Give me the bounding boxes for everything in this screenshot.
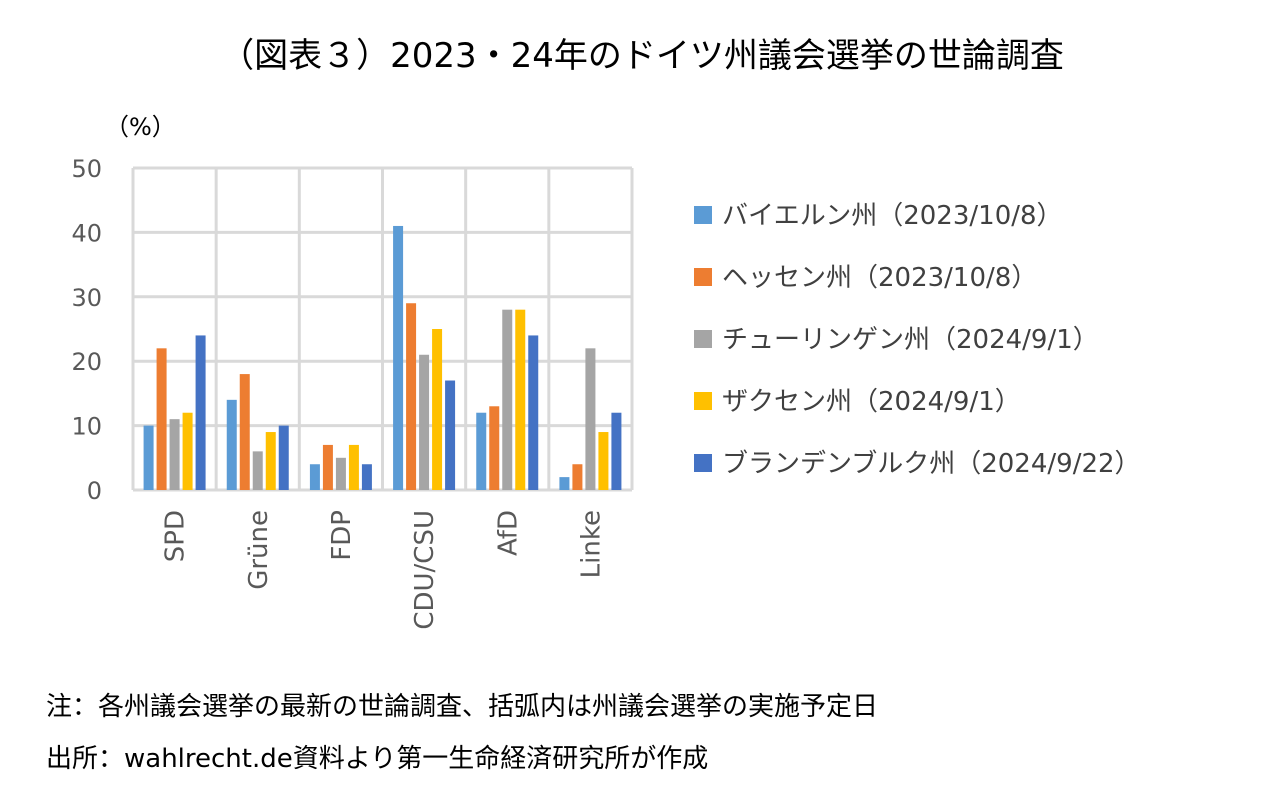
y-tick-label: 20: [71, 348, 102, 376]
bar-cdu-csu-series-5: [445, 380, 456, 490]
y-tick-label: 50: [71, 155, 102, 183]
bar-cdu-csu-series-1: [393, 225, 404, 490]
bar-linke-series-1: [559, 477, 570, 490]
legend: バイエルン州（2023/10/8） ヘッセン州（2023/10/8） チューリンゲン…: [694, 201, 1141, 479]
y-tick-label: 10: [71, 413, 102, 441]
bar-fdp-series-2: [322, 444, 333, 490]
bar-afd-series-3: [502, 309, 513, 490]
x-category-label: SPD: [161, 510, 191, 562]
bar-linke-series-3: [585, 348, 596, 490]
y-tick-label: 30: [71, 284, 102, 312]
bar-spd-series-4: [182, 412, 193, 490]
y-tick-label: 40: [71, 219, 102, 247]
y-tick-label: 0: [87, 477, 102, 505]
gridlines: [131, 166, 634, 492]
bar-fdp-series-4: [348, 444, 359, 490]
x-category-label: FDP: [327, 510, 357, 561]
bar-fdp-series-1: [309, 464, 320, 490]
bar-gr-ne-series-1: [226, 399, 237, 490]
legend-label: ヘッセン州（2023/10/8）: [722, 263, 1037, 293]
y-axis-unit: （%）: [105, 113, 176, 141]
x-axis-labels: SPD Grüne FDP CDU/CSU AfD Linke: [161, 510, 607, 630]
legend-swatch: [694, 268, 712, 286]
legend-label: チューリンゲン州（2024/9/1）: [722, 325, 1099, 355]
legend-swatch: [694, 392, 712, 410]
legend-label: ザクセン州（2024/9/1）: [722, 387, 1021, 417]
y-axis-ticks: 0 10 20 30 40 50: [71, 155, 102, 505]
bar-spd-series-3: [169, 419, 180, 490]
bar-afd-series-1: [476, 412, 487, 490]
bars: [143, 225, 622, 490]
legend-swatch: [694, 454, 712, 472]
bar-linke-series-5: [611, 412, 622, 490]
bar-afd-series-4: [515, 309, 526, 490]
bar-gr-ne-series-2: [239, 374, 250, 490]
x-category-label: CDU/CSU: [410, 510, 440, 630]
bar-spd-series-5: [195, 335, 206, 490]
bar-cdu-csu-series-2: [406, 303, 417, 490]
x-category-label: Linke: [576, 510, 606, 578]
x-category-label: Grüne: [244, 510, 274, 590]
bar-gr-ne-series-5: [278, 425, 289, 490]
source-text: 出所：wahlrecht.de資料より第一生命経済研究所が作成: [46, 744, 709, 774]
chart-title: （図表３）2023・24年のドイツ州議会選挙の世論調査: [220, 36, 1064, 76]
bar-cdu-csu-series-3: [419, 354, 430, 490]
legend-swatch: [694, 330, 712, 348]
bar-fdp-series-3: [335, 457, 346, 490]
bar-spd-series-2: [156, 348, 167, 490]
bar-linke-series-2: [572, 464, 583, 490]
legend-swatch: [694, 206, 712, 224]
note-text: 注：各州議会選挙の最新の世論調査、括弧内は州議会選挙の実施予定日: [46, 692, 879, 722]
legend-label: ブランデンブルク州（2024/9/22）: [722, 449, 1141, 479]
x-category-label: AfD: [493, 510, 523, 556]
bar-afd-series-5: [528, 335, 539, 490]
bar-spd-series-1: [143, 425, 154, 490]
bar-cdu-csu-series-4: [432, 329, 443, 490]
bar-linke-series-4: [598, 432, 609, 490]
bar-afd-series-2: [489, 406, 500, 490]
bar-gr-ne-series-3: [252, 451, 263, 490]
legend-label: バイエルン州（2023/10/8）: [722, 201, 1063, 231]
bar-gr-ne-series-4: [265, 432, 276, 490]
bar-fdp-series-5: [361, 464, 372, 490]
